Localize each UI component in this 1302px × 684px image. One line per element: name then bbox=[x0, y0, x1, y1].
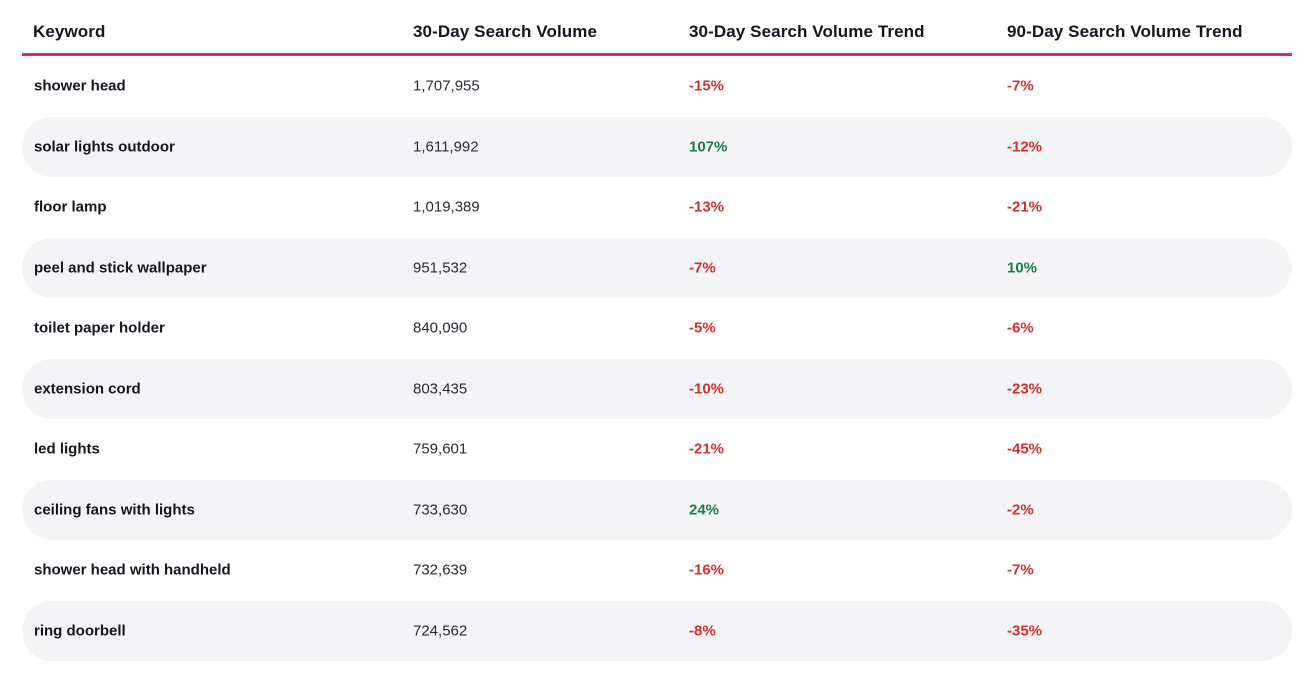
cell-volume: 803,435 bbox=[413, 380, 468, 398]
cell-trend-90: -45% bbox=[1007, 440, 1043, 458]
table-row: floor lamp 1,019,389 -13% -21% bbox=[22, 177, 1292, 238]
cell-trend-30: -13% bbox=[689, 198, 725, 216]
cell-trend-30: 24% bbox=[689, 501, 720, 519]
cell-volume: 840,090 bbox=[413, 319, 468, 337]
cell-trend-90: -7% bbox=[1007, 77, 1034, 95]
cell-volume: 759,601 bbox=[413, 440, 468, 458]
cell-volume: 951,532 bbox=[413, 259, 468, 277]
cell-volume: 1,707,955 bbox=[413, 77, 480, 95]
header-90-day-trend[interactable]: 90-Day Search Volume Trend bbox=[1007, 22, 1243, 41]
header-30-day-volume[interactable]: 30-Day Search Volume bbox=[413, 22, 598, 41]
keyword-table: Keyword 30-Day Search Volume 30-Day Sear… bbox=[22, 0, 1292, 661]
table-row: solar lights outdoor 1,611,992 107% -12% bbox=[22, 116, 1292, 177]
cell-trend-30: 107% bbox=[689, 138, 728, 156]
cell-keyword: ring doorbell bbox=[34, 622, 126, 640]
cell-keyword: extension cord bbox=[34, 380, 141, 398]
table-row: ceiling fans with lights 733,630 24% -2% bbox=[22, 479, 1292, 540]
cell-trend-90: -21% bbox=[1007, 198, 1043, 216]
header-keyword[interactable]: Keyword bbox=[33, 22, 106, 41]
cell-trend-90: -7% bbox=[1007, 561, 1034, 579]
table-header: Keyword 30-Day Search Volume 30-Day Sear… bbox=[22, 0, 1292, 56]
cell-trend-30: -15% bbox=[689, 77, 725, 95]
header-30-day-trend[interactable]: 30-Day Search Volume Trend bbox=[689, 22, 925, 41]
table-row: ring doorbell 724,562 -8% -35% bbox=[22, 600, 1292, 661]
table-row: toilet paper holder 840,090 -5% -6% bbox=[22, 298, 1292, 359]
cell-keyword: peel and stick wallpaper bbox=[34, 259, 207, 277]
cell-keyword: floor lamp bbox=[34, 198, 107, 216]
cell-keyword: shower head with handheld bbox=[34, 561, 231, 579]
cell-keyword: shower head bbox=[34, 77, 126, 95]
table-row: extension cord 803,435 -10% -23% bbox=[22, 358, 1292, 419]
cell-volume: 732,639 bbox=[413, 561, 468, 579]
cell-trend-90: 10% bbox=[1007, 259, 1038, 277]
cell-volume: 733,630 bbox=[413, 501, 468, 519]
table-row: shower head with handheld 732,639 -16% -… bbox=[22, 540, 1292, 601]
cell-trend-90: -2% bbox=[1007, 501, 1034, 519]
table-row: peel and stick wallpaper 951,532 -7% 10% bbox=[22, 237, 1292, 298]
table-row: shower head 1,707,955 -15% -7% bbox=[22, 56, 1292, 117]
cell-keyword: led lights bbox=[34, 440, 100, 458]
table-row: led lights 759,601 -21% -45% bbox=[22, 419, 1292, 480]
cell-volume: 1,019,389 bbox=[413, 198, 480, 216]
cell-trend-30: -16% bbox=[689, 561, 725, 579]
cell-trend-30: -21% bbox=[689, 440, 725, 458]
cell-trend-90: -35% bbox=[1007, 622, 1043, 640]
table-body: shower head 1,707,955 -15% -7% solar lig… bbox=[22, 56, 1292, 661]
cell-volume: 724,562 bbox=[413, 622, 468, 640]
cell-keyword: ceiling fans with lights bbox=[34, 501, 195, 519]
cell-trend-90: -12% bbox=[1007, 138, 1043, 156]
cell-keyword: toilet paper holder bbox=[34, 319, 165, 337]
cell-volume: 1,611,992 bbox=[413, 138, 479, 156]
cell-trend-90: -6% bbox=[1007, 319, 1034, 337]
cell-trend-30: -7% bbox=[689, 259, 716, 277]
cell-trend-30: -8% bbox=[689, 622, 716, 640]
cell-trend-90: -23% bbox=[1007, 380, 1043, 398]
cell-keyword: solar lights outdoor bbox=[34, 138, 175, 156]
cell-trend-30: -5% bbox=[689, 319, 716, 337]
cell-trend-30: -10% bbox=[689, 380, 725, 398]
